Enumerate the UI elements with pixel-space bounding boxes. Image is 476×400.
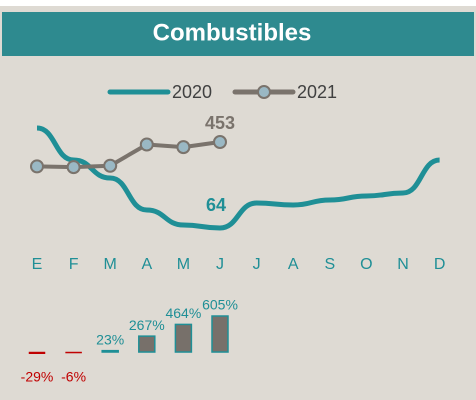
- legend-marker: [257, 85, 271, 99]
- bar: [211, 315, 229, 353]
- x-tick-label: D: [434, 256, 446, 273]
- x-tick-label: M: [104, 256, 117, 273]
- bar: [174, 323, 193, 353]
- top-strip: [0, 0, 476, 6]
- bar-label: -6%: [61, 369, 86, 385]
- x-tick-label: F: [69, 256, 79, 273]
- marker: [139, 137, 154, 152]
- bar: [65, 351, 82, 354]
- bar-label: 464%: [165, 305, 201, 321]
- marker: [30, 159, 44, 174]
- bar: [138, 335, 156, 353]
- x-tick-label: J: [216, 256, 224, 273]
- chart-title: Combustibles: [153, 19, 312, 46]
- data-label: 453: [205, 113, 235, 133]
- bar-label: 267%: [129, 317, 165, 333]
- x-tick-label: S: [324, 256, 335, 273]
- marker: [103, 158, 118, 173]
- marker: [66, 160, 81, 175]
- marker: [176, 140, 191, 155]
- x-tick-label: J: [253, 256, 261, 273]
- bar: [28, 351, 46, 354]
- title-banner: [2, 12, 474, 56]
- x-tick-label: A: [141, 256, 152, 273]
- x-tick-label: M: [177, 256, 190, 273]
- bar-label: 23%: [96, 331, 124, 347]
- data-label: 64: [206, 195, 226, 215]
- bar: [101, 349, 119, 353]
- marker: [213, 135, 227, 149]
- bar-label: -29%: [21, 369, 54, 385]
- x-tick-label: E: [32, 256, 43, 273]
- legend-label: 2021: [297, 82, 337, 102]
- bar-label: 605%: [202, 297, 238, 313]
- x-tick-label: N: [397, 256, 409, 273]
- x-tick-label: A: [288, 256, 299, 273]
- x-tick-label: O: [360, 256, 372, 273]
- legend-label: 2020: [172, 82, 212, 102]
- line-2020: [36, 125, 441, 231]
